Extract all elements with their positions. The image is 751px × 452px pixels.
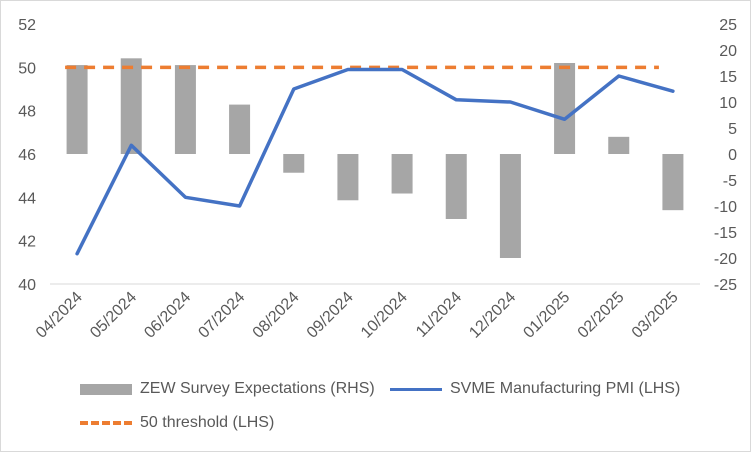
bar-zew-07-2024 <box>229 104 251 154</box>
left-axis-tick-label: 46 <box>18 147 36 164</box>
x-axis-tick-label: 10/2024 <box>358 289 411 342</box>
legend-item-zew: ZEW Survey Expectations (RHS) <box>80 380 375 398</box>
right-axis-tick-label: 25 <box>719 17 737 34</box>
right-axis-tick-label: -10 <box>714 199 737 216</box>
x-axis-tick-label: 09/2024 <box>304 289 357 342</box>
bar-zew-10-2024 <box>391 154 413 194</box>
legend-label-threshold: 50 threshold (LHS) <box>140 414 275 431</box>
left-axis-tick-label: 48 <box>18 104 36 121</box>
right-axis-tick-label: -15 <box>714 225 737 242</box>
x-axis-tick-label: 12/2024 <box>466 289 519 342</box>
x-axis-tick-label: 04/2024 <box>33 289 86 342</box>
legend-item-threshold: 50 threshold (LHS) <box>80 414 274 432</box>
x-axis-tick-label: 07/2024 <box>195 289 248 342</box>
x-axis-tick-label: 03/2025 <box>629 289 682 342</box>
bar-zew-02-2025 <box>608 136 630 154</box>
right-axis-tick-label: -20 <box>714 251 737 268</box>
left-axis-tick-label: 50 <box>18 60 36 77</box>
right-axis-tick-label: 15 <box>719 69 737 86</box>
bar-zew-03-2025 <box>662 154 684 211</box>
bar-zew-09-2024 <box>337 154 359 201</box>
right-axis-tick-label: 0 <box>728 147 737 164</box>
legend-swatch-bar <box>80 383 132 395</box>
x-axis-tick-label: 01/2025 <box>520 289 573 342</box>
bar-zew-12-2024 <box>499 154 521 258</box>
bar-zew-05-2024 <box>120 58 142 154</box>
legend-item-pmi: SVME Manufacturing PMI (LHS) <box>390 380 680 398</box>
x-axis-tick-label: 11/2024 <box>413 289 465 341</box>
legend-swatch-line <box>390 387 442 391</box>
left-axis-tick-label: 52 <box>18 17 36 34</box>
left-axis-tick-label: 44 <box>18 190 36 207</box>
x-axis-tick-label: 06/2024 <box>141 289 194 342</box>
bar-zew-08-2024 <box>283 154 305 173</box>
bar-zew-11-2024 <box>445 154 467 219</box>
bar-zew-01-2025 <box>554 63 576 154</box>
right-axis-tick-label: -25 <box>714 277 737 294</box>
left-axis-tick-label: 40 <box>18 277 36 294</box>
x-axis-tick-label: 08/2024 <box>250 289 303 342</box>
right-axis-tick-label: -5 <box>723 173 737 190</box>
bar-zew-06-2024 <box>174 65 196 154</box>
legend-label-pmi: SVME Manufacturing PMI (LHS) <box>450 380 681 397</box>
x-axis-tick-label: 05/2024 <box>87 289 140 342</box>
left-axis-tick-label: 42 <box>18 234 36 251</box>
legend-swatch-dash <box>80 421 132 425</box>
legend-label-zew: ZEW Survey Expectations (RHS) <box>140 380 375 397</box>
right-axis-tick-label: 10 <box>719 95 737 112</box>
pmi-line <box>75 67 675 256</box>
x-axis-tick-label: 02/2025 <box>575 289 628 342</box>
bar-zew-04-2024 <box>66 65 88 154</box>
right-axis-tick-label: 20 <box>719 43 737 60</box>
right-axis-tick-label: 5 <box>728 121 737 138</box>
